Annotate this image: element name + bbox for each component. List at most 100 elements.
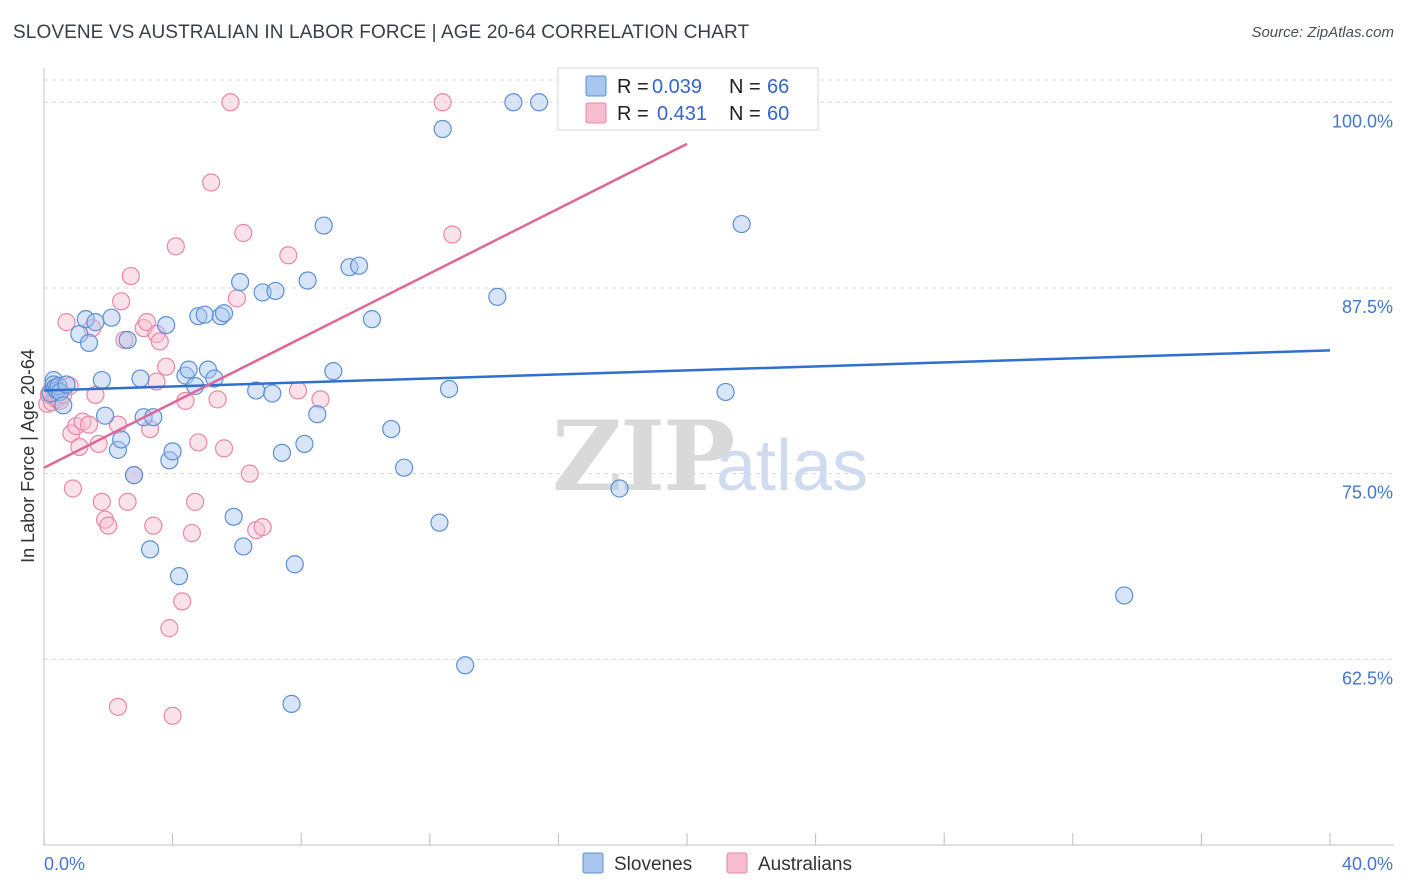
bottom-legend-label-slovenes: Slovenes: [614, 854, 692, 875]
slovenes-point: [95, 406, 115, 425]
australians-point: [176, 391, 195, 410]
legend-r-label-australians: R =: [617, 103, 649, 125]
slovenes-point: [488, 287, 507, 306]
australians-point: [173, 592, 192, 611]
legend-r-value-australians: 0.431: [657, 103, 707, 125]
slovenes-point: [298, 271, 317, 290]
australians-point: [253, 518, 272, 537]
y-axis-title: In Labor Force | Age 20-64: [18, 349, 38, 563]
slovenes-point: [169, 567, 189, 586]
slovenes-point: [732, 214, 751, 234]
australians-point: [189, 433, 208, 452]
australians-point: [57, 313, 76, 332]
slovenes-point: [214, 304, 234, 323]
australians-point: [157, 357, 176, 376]
slovenes-point: [439, 379, 459, 399]
slovenes-point: [610, 479, 629, 498]
slovenes-point: [92, 370, 111, 390]
australians-point: [108, 697, 128, 716]
chart-title: SLOVENE VS AUSTRALIAN IN LABOR FORCE | A…: [13, 22, 750, 43]
australians-point: [160, 619, 179, 638]
slovenes-point: [163, 442, 182, 461]
x-tick-label-max: 40.0%: [1342, 854, 1393, 874]
watermark-atlas: atlas: [716, 426, 868, 506]
y-tick-label: 87.5%: [1342, 297, 1393, 317]
legend-swatch-slovenes: [585, 75, 607, 97]
australians-point: [92, 492, 111, 511]
slovenes-point: [433, 119, 452, 139]
australians-point: [433, 93, 452, 112]
australians-point: [234, 223, 253, 243]
australians-point: [112, 292, 131, 311]
y-tick-label: 62.5%: [1342, 668, 1393, 688]
slovenes-trend-line: [43, 349, 1331, 392]
australians-point: [208, 390, 227, 409]
australians-point: [79, 415, 99, 434]
slovenes-point: [50, 382, 70, 402]
bottom-legend-swatch-slovenes: [582, 852, 604, 874]
australians-point: [166, 237, 185, 256]
slovenes-point: [54, 396, 73, 415]
legend-n-value-australians: 60: [767, 103, 789, 125]
legend-n-label-slovenes: N =: [729, 76, 761, 98]
slovenes-point: [716, 382, 735, 402]
slovenes-point: [504, 93, 523, 112]
australians-point: [121, 266, 140, 286]
slovenes-point: [314, 216, 333, 235]
australians-point: [227, 289, 246, 308]
australians-point: [279, 246, 298, 265]
slovenes-point: [140, 540, 160, 559]
australians-point: [63, 479, 83, 498]
australians-points: [38, 93, 462, 725]
bottom-legend: Slovenes Australians: [582, 852, 852, 875]
slovenes-point: [349, 256, 369, 275]
slovenes-point: [118, 330, 137, 350]
slovenes-point: [108, 440, 128, 459]
legend-n-label-australians: N =: [729, 103, 761, 125]
slovenes-point: [530, 93, 549, 112]
australians-point: [137, 313, 156, 332]
stats-legend: R = 0.039 N = 66 R = 0.431 N = 60: [557, 67, 819, 131]
legend-r-label-slovenes: R =: [617, 76, 649, 98]
slovenes-point: [211, 307, 230, 326]
slovenes-point: [198, 360, 218, 379]
bottom-legend-swatch-australians: [726, 852, 748, 874]
slovenes-point: [394, 458, 414, 477]
australians-point: [186, 492, 205, 511]
source-label: Source: ZipAtlas.com: [1251, 24, 1394, 41]
slovenes-point: [308, 405, 327, 424]
slovenes-point: [112, 430, 131, 449]
australians-point: [443, 225, 462, 244]
australians-point: [202, 173, 221, 192]
x-tick-label-min: 0.0%: [44, 854, 85, 874]
slovenes-point: [79, 333, 99, 353]
x-axis-ticks: [43, 833, 1331, 845]
slovenes-point: [285, 555, 304, 574]
australians-point: [240, 464, 259, 483]
legend-r-value-slovenes: 0.039: [652, 76, 702, 98]
slovenes-point: [324, 362, 343, 381]
slovenes-point: [382, 419, 401, 439]
slovenes-point: [340, 258, 359, 277]
slovenes-point: [86, 313, 105, 332]
legend-n-value-slovenes: 66: [767, 76, 789, 98]
slovenes-point: [144, 408, 163, 427]
trend-lines: [43, 142, 1331, 469]
australians-point: [214, 439, 234, 458]
legend-swatch-australians: [585, 102, 607, 124]
australians-point: [288, 381, 308, 400]
australians-point: [118, 492, 137, 511]
slovenes-point: [272, 443, 292, 462]
y-tick-label: 100.0%: [1332, 111, 1393, 131]
slovenes-point: [189, 307, 208, 326]
slovenes-point: [157, 315, 176, 335]
australians-point: [144, 516, 163, 535]
slovenes-point: [282, 694, 301, 713]
slovenes-point: [195, 305, 214, 324]
slovenes-point: [1115, 586, 1134, 605]
watermark-zip: ZIP: [552, 400, 733, 513]
australians-point: [221, 93, 240, 112]
australians-point: [99, 516, 118, 535]
slovenes-point: [179, 360, 198, 379]
